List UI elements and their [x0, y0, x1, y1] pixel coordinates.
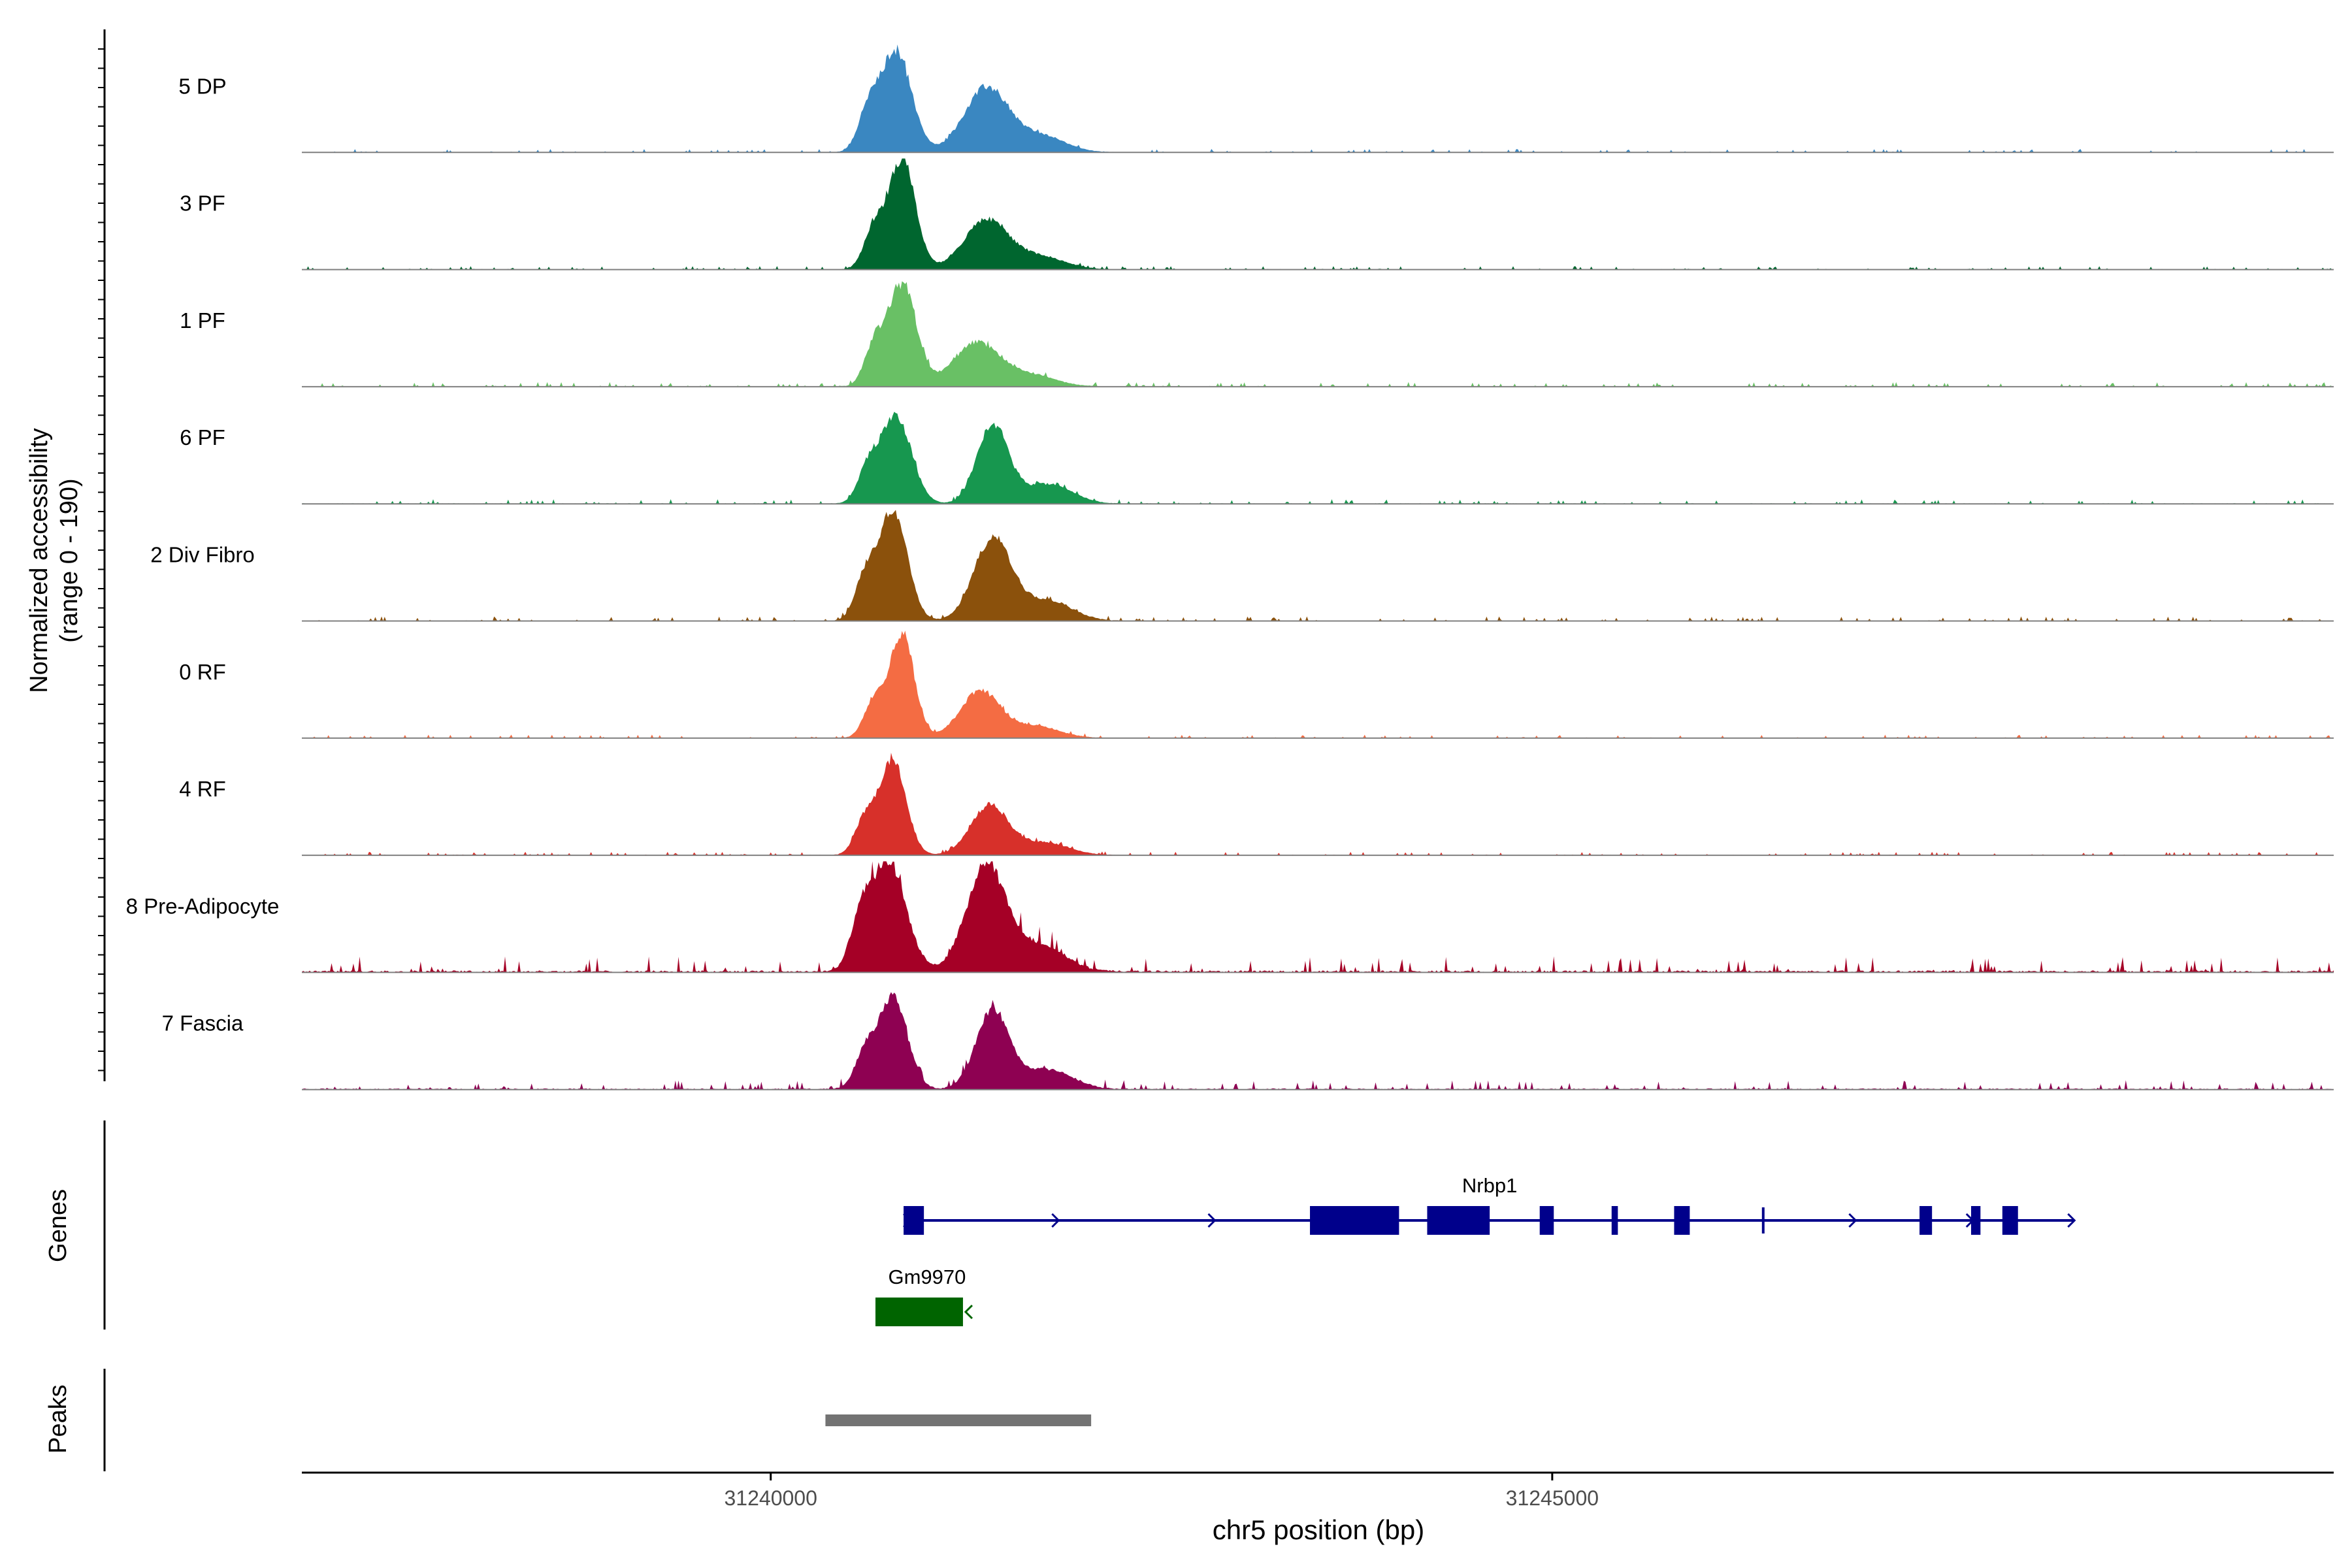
genes-panel-title: Genes [44, 1189, 72, 1262]
coverage-area [302, 630, 2334, 738]
exon [1427, 1206, 1490, 1235]
exon [1611, 1206, 1618, 1235]
peak-track [103, 1369, 1092, 1471]
track-label: 4 RF [179, 777, 226, 801]
exon [1674, 1206, 1690, 1235]
track-label: 8 Pre-Adipocyte [126, 894, 280, 918]
strand-arrow-icon [2067, 1213, 2076, 1228]
y-axis-title-range: (range 0 - 190) [56, 478, 83, 642]
peak-region [825, 1414, 1092, 1426]
coverage-area [302, 861, 2334, 973]
x-tick-label: 31240000 [725, 1486, 817, 1510]
strand-arrow-icon [964, 1304, 973, 1320]
exon [1310, 1206, 1399, 1235]
exon [875, 1298, 963, 1326]
gene-label: Nrbp1 [1462, 1174, 1517, 1197]
coverage-tracks: 5 DP 3 PF 1 PF 6 PF 2 Div Fibro 0 RF 4 RF 8 Pre… [126, 44, 2334, 1090]
track-3-pf: 3 PF [180, 158, 2334, 270]
x-tick-label: 31245000 [1506, 1486, 1599, 1510]
exon [1919, 1206, 1933, 1235]
strand-arrow-icon [1051, 1213, 1060, 1228]
track-0-rf: 0 RF [179, 630, 2334, 739]
exon [904, 1206, 924, 1235]
gene-nrbp1: Nrbp1 [902, 1174, 2076, 1235]
coverage-area [302, 753, 2334, 856]
coverage-area [302, 44, 2334, 153]
track-label: 5 DP [178, 74, 226, 98]
coverage-y-axis [98, 29, 106, 1081]
track-label: 1 PF [180, 308, 225, 333]
gene-label: Gm9970 [888, 1266, 966, 1288]
exon [2002, 1206, 2018, 1235]
y-axis-title: Normalized accessibility [25, 428, 53, 693]
exon [1539, 1206, 1554, 1235]
track-label: 0 RF [179, 660, 226, 684]
track-label: 7 Fascia [162, 1011, 244, 1036]
track-4-rf: 4 RF [179, 753, 2334, 857]
x-axis: 31240000 31245000 [302, 1471, 2334, 1510]
track-6-pf: 6 PF [180, 412, 2334, 505]
exon [1970, 1206, 1981, 1235]
gene-gm9970: Gm9970 [875, 1266, 973, 1326]
coverage-area [302, 510, 2334, 621]
coverage-area [302, 158, 2334, 270]
track-2-div-fibro: 2 Div Fibro [150, 510, 2334, 622]
coverage-area [302, 281, 2334, 387]
track-7-fascia: 7 Fascia [162, 992, 2334, 1090]
track-1-pf: 1 PF [180, 281, 2334, 387]
strand-arrow-icon [1848, 1213, 1857, 1228]
track-label: 2 Div Fibro [150, 543, 255, 567]
peaks-panel-title: Peaks [44, 1384, 72, 1454]
track-label: 6 PF [180, 425, 225, 449]
coverage-area [302, 412, 2334, 504]
track-5-dp: 5 DP [178, 44, 2334, 154]
x-axis-title: chr5 position (bp) [1213, 1514, 1425, 1545]
strand-arrow-icon [1207, 1213, 1217, 1228]
coverage-area [302, 992, 2334, 1090]
gene-track: Nrbp1 Gm9970 [103, 1120, 2076, 1330]
track-label: 3 PF [180, 191, 225, 216]
track-8-pre-adipocyte: 8 Pre-Adipocyte [126, 861, 2334, 973]
